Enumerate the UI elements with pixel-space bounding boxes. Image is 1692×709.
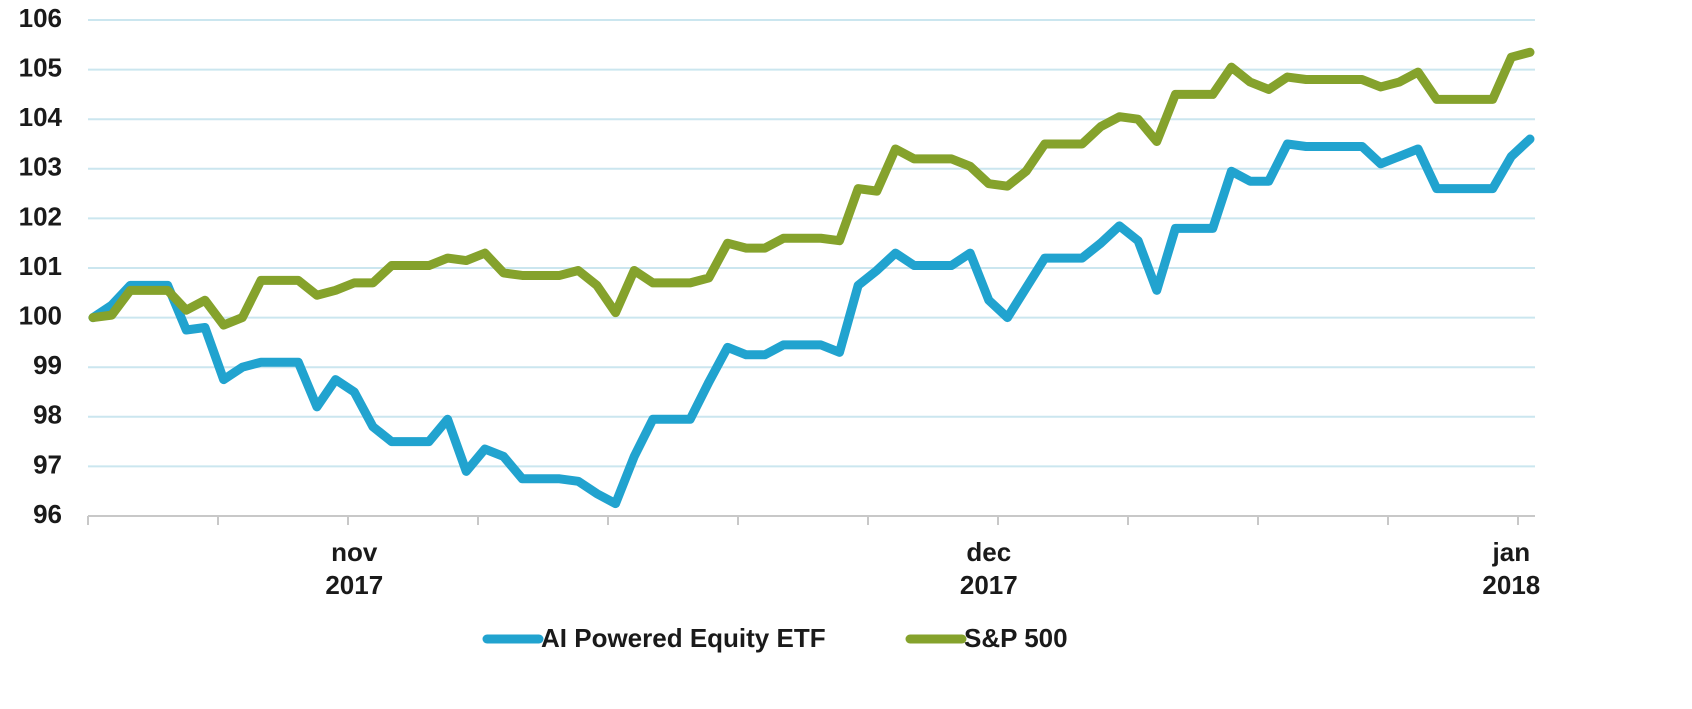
y-tick-label: 104 xyxy=(19,102,63,132)
legend-label: S&P 500 xyxy=(964,623,1068,653)
line-series xyxy=(88,134,1535,509)
x-tick-label: nov 2017 xyxy=(325,537,384,600)
legend-label: AI Powered Equity ETF xyxy=(541,623,826,653)
y-tick-label: 101 xyxy=(19,251,62,281)
y-tick-label: 103 xyxy=(19,152,62,182)
y-tick-label: 96 xyxy=(33,499,62,529)
line-series xyxy=(88,47,1535,330)
y-tick-label: 106 xyxy=(19,3,62,33)
y-tick-label: 99 xyxy=(33,350,62,380)
y-tick-label: 98 xyxy=(33,400,62,430)
y-tick-label: 105 xyxy=(19,52,62,82)
y-tick-label: 97 xyxy=(33,449,62,479)
y-tick-label: 102 xyxy=(19,201,62,231)
x-tick-label: jan 2018 xyxy=(1482,537,1541,600)
y-tick-label: 100 xyxy=(19,300,62,330)
x-tick-label: dec 2017 xyxy=(959,537,1018,600)
